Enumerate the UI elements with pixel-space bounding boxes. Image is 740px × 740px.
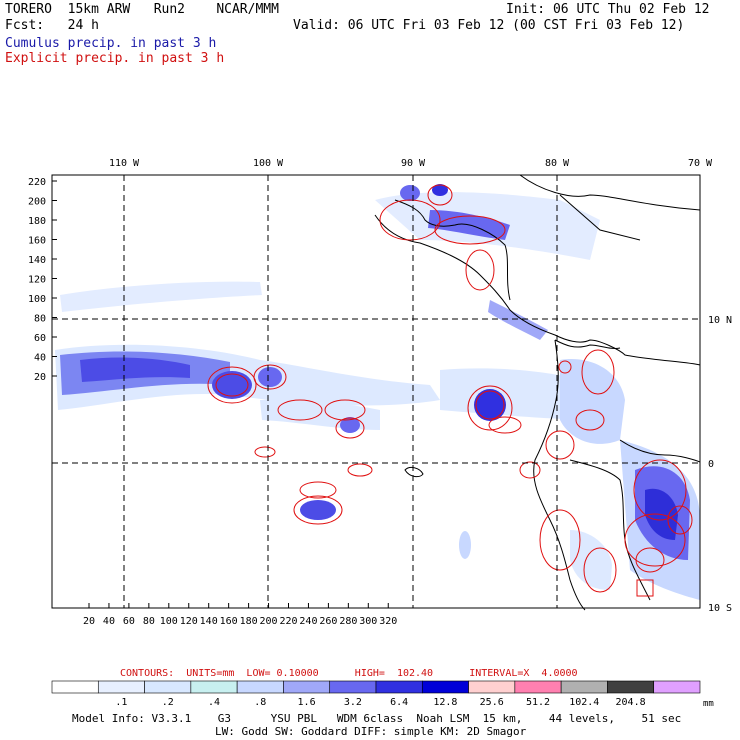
- map-frame: [51, 174, 701, 609]
- model-title: TORERO 15km ARW Run2 NCAR/MMM: [5, 2, 279, 17]
- y-tick-label: 40: [34, 353, 46, 364]
- precip-contours: [207, 184, 693, 597]
- x-tick-label: 20: [83, 616, 95, 627]
- colorbar-label: .2: [162, 697, 174, 708]
- lat-label-10n: 10 N: [708, 315, 732, 326]
- x-tick-label: 60: [123, 616, 135, 627]
- colorbar-swatch: [329, 680, 377, 694]
- lat-label-10s: 10 S: [708, 603, 732, 614]
- lon-label-110w: 110 W: [109, 158, 140, 169]
- x-tick-label: 260: [319, 616, 337, 627]
- colorbar-swatch: [514, 680, 562, 694]
- x-tick-label: 120: [180, 616, 198, 627]
- lat-label-0: 0: [708, 459, 714, 470]
- colorbar-swatch: [560, 680, 608, 694]
- colorbar-swatch: [607, 680, 655, 694]
- x-tick-label: 300: [359, 616, 377, 627]
- y-tick-label: 120: [28, 275, 46, 286]
- y-tick-label: 220: [28, 177, 46, 188]
- colorbar-label: 25.6: [480, 697, 504, 708]
- y-tick-label: 80: [34, 314, 46, 325]
- forecast-hour: Fcst: 24 h: [5, 18, 99, 33]
- y-tick-label: 160: [28, 236, 46, 247]
- colorbar-swatch: [144, 680, 192, 694]
- model-info-line1: Model Info: V3.3.1 G3 YSU PBL WDM 6class…: [72, 712, 682, 725]
- colorbar-label: 204.8: [616, 697, 646, 708]
- colorbar-label: .1: [115, 697, 127, 708]
- colorbar-swatch: [653, 680, 701, 694]
- colorbar-swatch: [97, 680, 145, 694]
- valid-time: Valid: 06 UTC Fri 03 Feb 12 (00 CST Fri …: [293, 18, 685, 33]
- lat-lon-grid: [52, 175, 700, 608]
- contour-info: CONTOURS: UNITS=mm LOW= 0.10000 HIGH= 10…: [120, 668, 578, 679]
- colorbar-label: 102.4: [569, 697, 599, 708]
- x-tick-label: 200: [260, 616, 278, 627]
- x-tick-label: 240: [299, 616, 317, 627]
- colorbar-swatch: [190, 680, 238, 694]
- y-tick-label: 100: [28, 294, 46, 305]
- colorbar-label: 51.2: [526, 697, 550, 708]
- x-tick-label: 280: [339, 616, 357, 627]
- cumulus-legend: Cumulus precip. in past 3 h: [5, 36, 217, 51]
- colorbar-swatch: [236, 680, 284, 694]
- colorbar-label: 1.6: [298, 697, 316, 708]
- lon-label-100w: 100 W: [253, 158, 284, 169]
- explicit-legend: Explicit precip. in past 3 h: [5, 51, 225, 66]
- colorbar-label: 12.8: [433, 697, 457, 708]
- colorbar-swatch: [375, 680, 423, 694]
- y-tick-label: 200: [28, 197, 46, 208]
- model-info-line2: LW: Godd SW: Goddard DIFF: simple KM: 2D…: [215, 725, 527, 738]
- y-tick-label: 140: [28, 255, 46, 266]
- lon-label-70w: 70 W: [688, 158, 713, 169]
- x-tick-label: 140: [200, 616, 218, 627]
- y-tick-label: 60: [34, 333, 46, 344]
- precip-fill-layer: [55, 184, 700, 600]
- colorbar-swatch: [51, 680, 99, 694]
- colorbar-swatch: [421, 680, 469, 694]
- colorbar-label: 6.4: [390, 697, 408, 708]
- colorbar-swatch: [468, 680, 516, 694]
- y-tick-label: 180: [28, 216, 46, 227]
- lon-label-80w: 80 W: [545, 158, 570, 169]
- x-tick-label: 180: [240, 616, 258, 627]
- colorbar-label: .4: [208, 697, 220, 708]
- x-tick-label: 320: [379, 616, 397, 627]
- colorbar-label: 3.2: [344, 697, 362, 708]
- x-tick-label: 160: [220, 616, 238, 627]
- colorbar-unit: mm: [703, 699, 714, 709]
- colorbar-label: .8: [254, 697, 266, 708]
- lon-label-90w: 90 W: [401, 158, 426, 169]
- x-tick-label: 100: [160, 616, 178, 627]
- colorbar: .1 .2 .4 .8 1.6 3.2 6.4 12.8 25.6 51.2 102.4 204.8: [51, 680, 701, 708]
- colorbar-swatch: [283, 680, 331, 694]
- x-tick-label: 40: [103, 616, 115, 627]
- y-tick-label: 20: [34, 372, 46, 383]
- x-tick-label: 80: [143, 616, 155, 627]
- init-time: Init: 06 UTC Thu 02 Feb 12: [506, 2, 710, 17]
- x-tick-label: 220: [279, 616, 297, 627]
- country-outlines: [374, 174, 701, 611]
